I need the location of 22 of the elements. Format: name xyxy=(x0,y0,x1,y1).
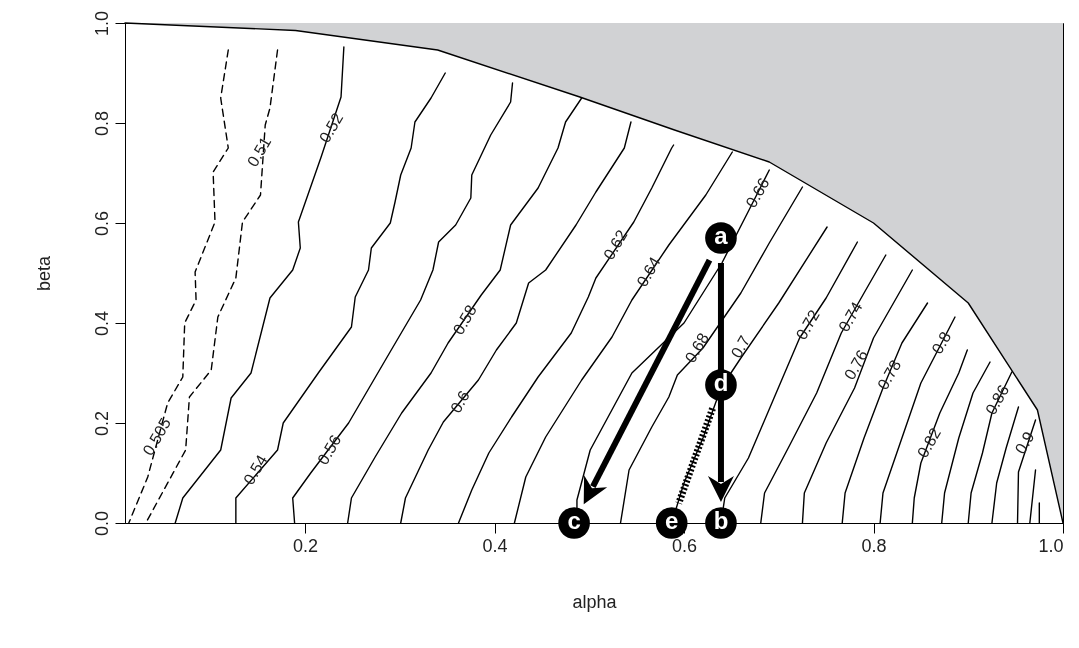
y-tick-label: 0.0 xyxy=(91,510,112,537)
data-label: d xyxy=(713,369,729,396)
y-tick-label: 0.6 xyxy=(91,210,112,237)
x-axis-title: alpha xyxy=(572,591,618,612)
y-axis-title: beta xyxy=(33,255,54,292)
annotation: 0.8 xyxy=(928,328,955,357)
y-tick-label: 0.8 xyxy=(91,110,112,137)
annotation: 0.9 xyxy=(1011,428,1038,457)
x-tick-label: 0.4 xyxy=(482,535,508,556)
x-tick-label: 0.2 xyxy=(293,535,319,556)
data-label: a xyxy=(714,222,729,249)
y-tick-label: 0.4 xyxy=(91,310,112,337)
data-label: c xyxy=(567,507,581,534)
x-tick-label: 0.6 xyxy=(671,535,698,556)
x-tick-label: 0.8 xyxy=(861,535,887,556)
y-tick-label: 1.0 xyxy=(91,10,112,37)
annotation: 0.6 xyxy=(447,387,473,416)
y-tick-label: 0.2 xyxy=(91,410,112,437)
annotation: 0.7 xyxy=(727,332,754,361)
data-label: e xyxy=(665,507,679,534)
data-label: b xyxy=(713,507,729,534)
x-tick-label: 1.0 xyxy=(1038,535,1064,556)
